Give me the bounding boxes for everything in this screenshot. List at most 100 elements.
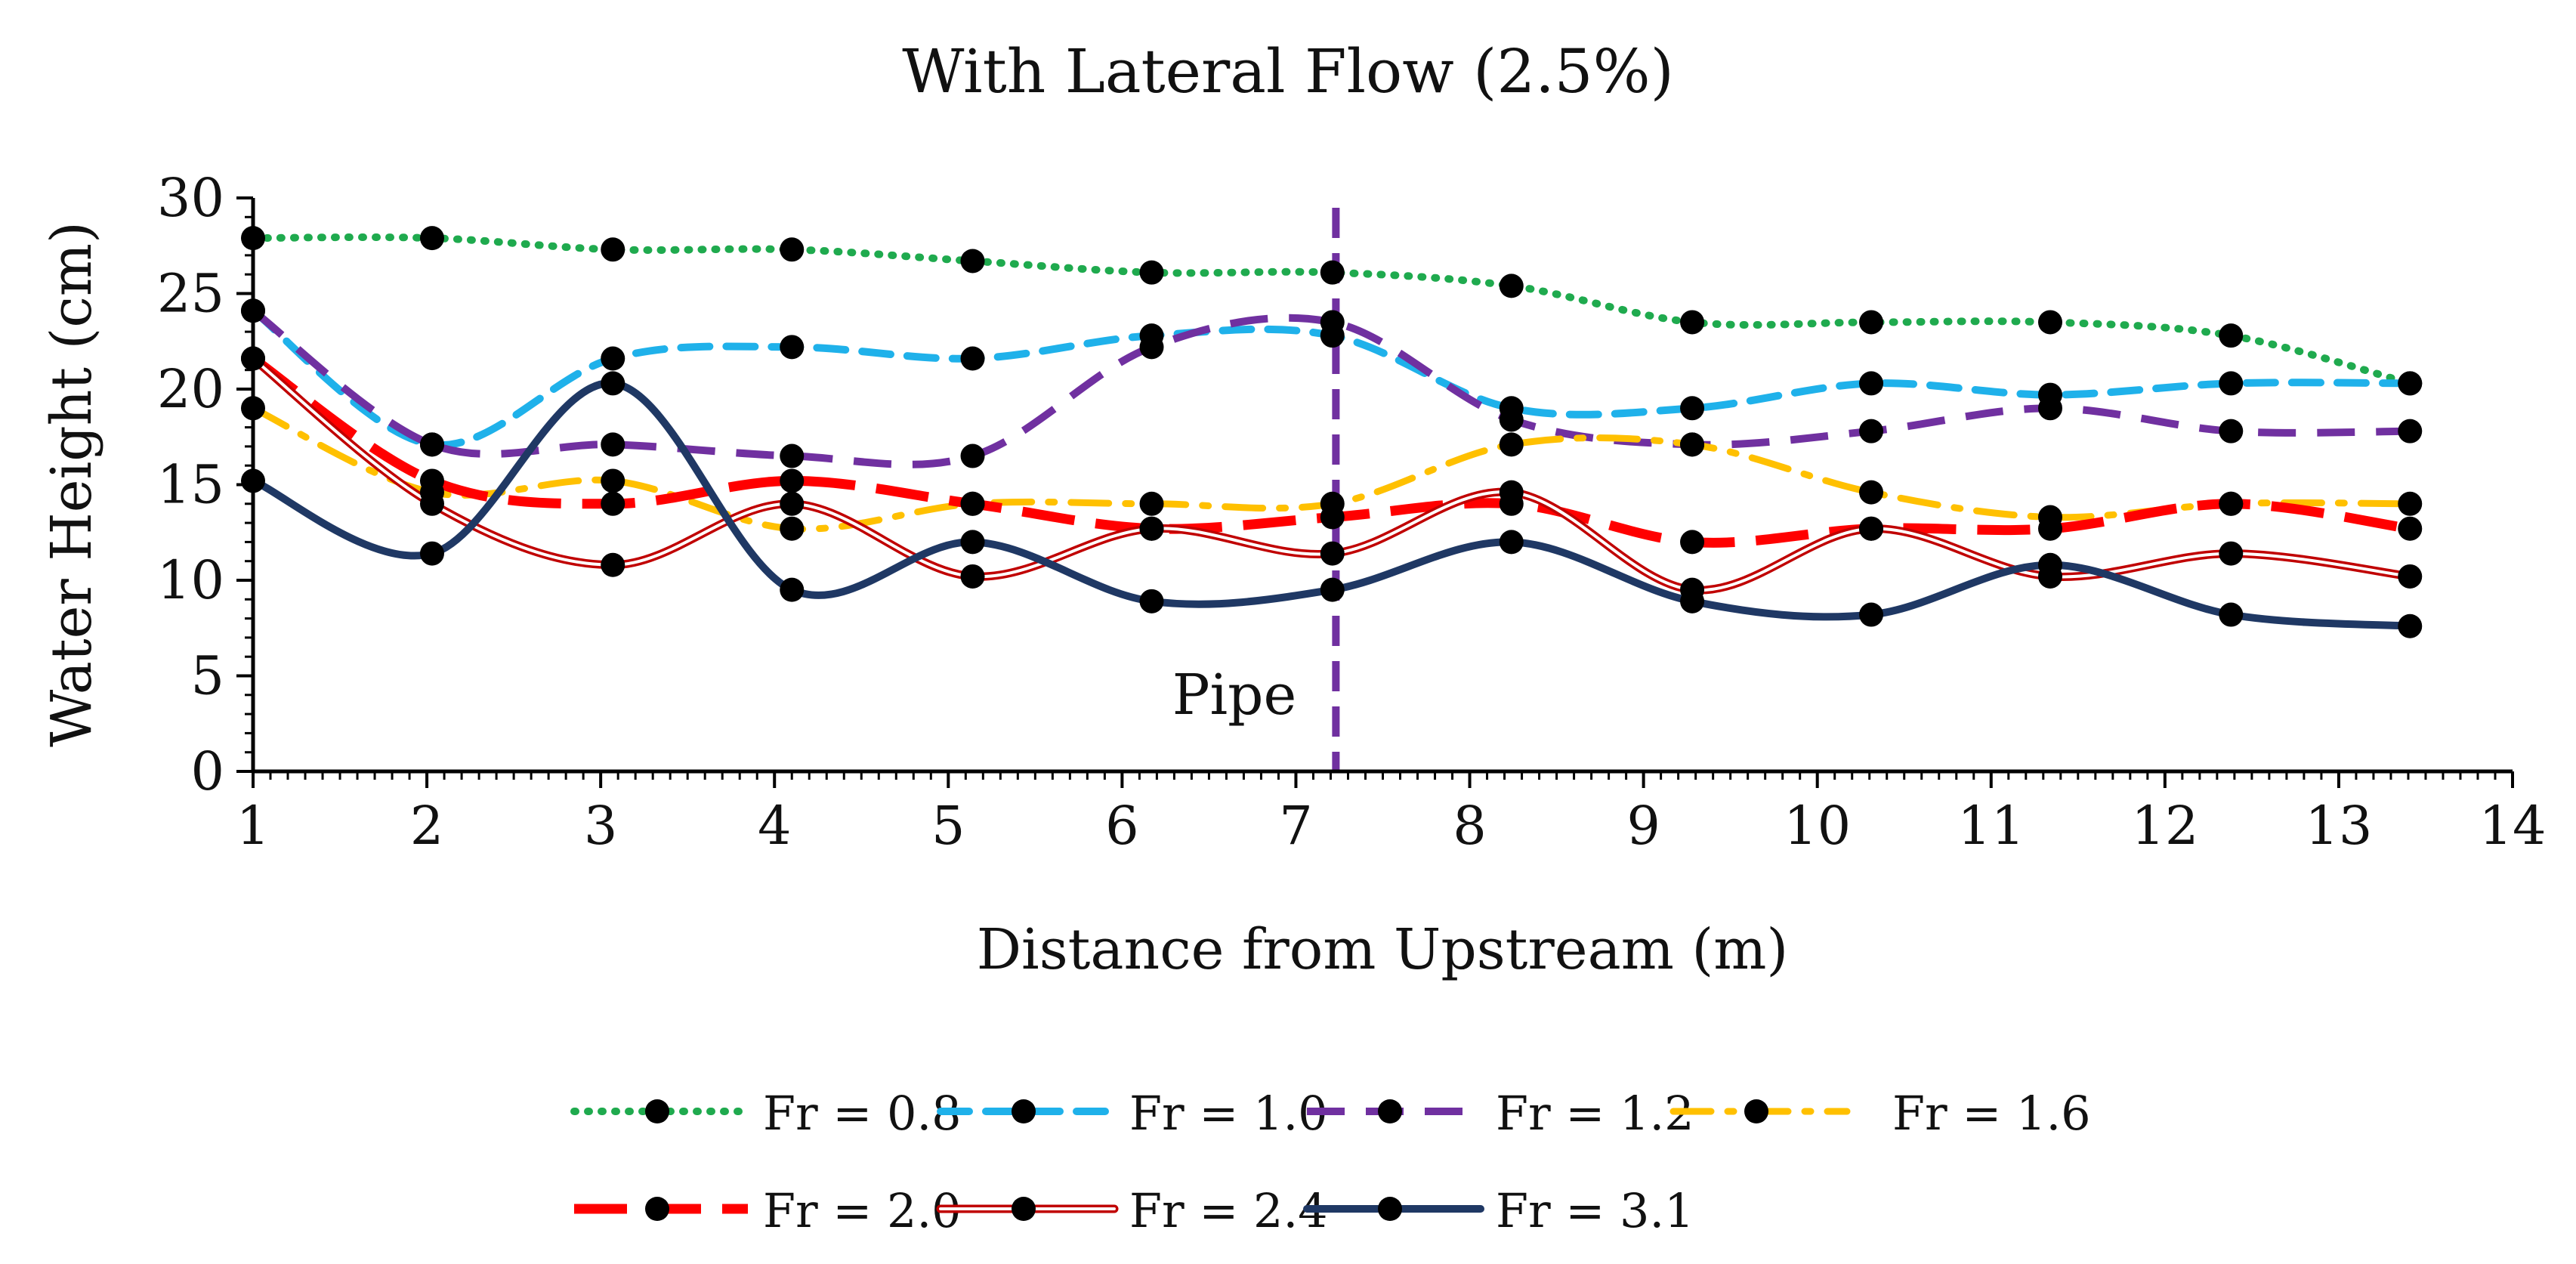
legend-label: Fr = 2.4 bbox=[1129, 1183, 1328, 1238]
data-point bbox=[1680, 396, 1705, 421]
data-point bbox=[1320, 541, 1345, 566]
legend-marker bbox=[1744, 1099, 1768, 1123]
x-tick-label: 6 bbox=[1105, 795, 1139, 857]
data-point bbox=[1859, 371, 1884, 396]
data-point bbox=[780, 468, 805, 493]
data-point bbox=[1680, 432, 1705, 457]
data-point bbox=[960, 491, 985, 516]
data-point bbox=[1320, 577, 1345, 602]
data-point bbox=[1320, 310, 1345, 335]
pipe-label: Pipe bbox=[1172, 663, 1297, 728]
data-point bbox=[601, 371, 625, 396]
x-tick-label: 4 bbox=[758, 795, 792, 857]
data-point bbox=[2037, 516, 2062, 541]
data-point bbox=[419, 226, 444, 251]
data-point bbox=[1499, 480, 1524, 505]
data-point bbox=[780, 335, 805, 360]
chart-title: With Lateral Flow (2.5%) bbox=[902, 36, 1674, 107]
x-tick-label: 9 bbox=[1626, 795, 1660, 857]
data-point bbox=[960, 249, 985, 274]
data-point bbox=[960, 443, 985, 468]
data-point bbox=[2398, 613, 2423, 638]
data-point bbox=[1499, 530, 1524, 555]
legend-label: Fr = 1.0 bbox=[1129, 1086, 1328, 1141]
data-point bbox=[2037, 396, 2062, 421]
x-tick-label: 12 bbox=[2131, 795, 2198, 857]
data-markers bbox=[241, 226, 2423, 638]
legend-label: Fr = 2.0 bbox=[763, 1183, 962, 1238]
legend-label: Fr = 0.8 bbox=[763, 1086, 962, 1141]
legend-label: Fr = 1.6 bbox=[1892, 1086, 2091, 1141]
data-point bbox=[1320, 260, 1345, 285]
data-point bbox=[601, 491, 625, 516]
x-tick-label: 3 bbox=[584, 795, 618, 857]
legend-marker bbox=[1012, 1099, 1036, 1123]
x-tick-label: 2 bbox=[410, 795, 444, 857]
data-point bbox=[2219, 602, 2244, 627]
plot-area bbox=[249, 208, 2414, 771]
x-tick-label: 7 bbox=[1279, 795, 1313, 857]
legend-marker bbox=[645, 1099, 669, 1123]
x-axis-label: Distance from Upstream (m) bbox=[977, 917, 1789, 982]
legend: Fr = 0.8 Fr = 1.0 Fr = 1.2 Fr = 1.6 Fr = 2.0… bbox=[570, 1086, 2091, 1238]
data-point bbox=[419, 541, 444, 566]
data-point bbox=[1139, 491, 1164, 516]
data-point bbox=[419, 491, 444, 516]
data-point bbox=[1859, 516, 1884, 541]
data-point bbox=[2037, 552, 2062, 577]
x-tick-label: 13 bbox=[2305, 795, 2372, 857]
data-point bbox=[1499, 274, 1524, 298]
data-point bbox=[1139, 335, 1164, 360]
y-tick-label: 0 bbox=[190, 740, 224, 802]
data-point bbox=[1680, 530, 1705, 555]
data-point bbox=[2219, 419, 2244, 443]
data-point bbox=[1139, 260, 1164, 285]
data-point bbox=[419, 432, 444, 457]
data-point bbox=[1680, 589, 1705, 613]
data-point bbox=[601, 432, 625, 457]
data-point bbox=[1859, 602, 1884, 627]
data-point bbox=[1320, 505, 1345, 530]
data-point bbox=[2037, 310, 2062, 335]
data-point bbox=[2219, 323, 2244, 348]
data-point bbox=[1859, 310, 1884, 335]
data-point bbox=[1499, 407, 1524, 432]
y-tick-label: 20 bbox=[157, 358, 224, 420]
data-point bbox=[960, 564, 985, 589]
x-tick-label: 11 bbox=[1957, 795, 2025, 857]
data-point bbox=[780, 491, 805, 516]
data-point bbox=[601, 237, 625, 262]
data-point bbox=[1139, 516, 1164, 541]
series-line-6 bbox=[249, 379, 2414, 630]
legend-marker bbox=[645, 1197, 669, 1221]
y-axis-label: Water Height (cm) bbox=[39, 221, 104, 747]
data-point bbox=[780, 577, 805, 602]
legend-label: Fr = 1.2 bbox=[1496, 1086, 1694, 1141]
y-tick-label: 15 bbox=[157, 454, 224, 516]
data-point bbox=[1859, 480, 1884, 505]
x-tick-label: 14 bbox=[2479, 795, 2546, 857]
data-point bbox=[601, 468, 625, 493]
data-point bbox=[780, 443, 805, 468]
legend-marker bbox=[1378, 1197, 1402, 1221]
x-tick-label: 10 bbox=[1784, 795, 1851, 857]
data-point bbox=[1859, 419, 1884, 443]
data-point bbox=[419, 468, 444, 493]
x-tick-label: 1 bbox=[236, 795, 270, 857]
y-tick-label: 25 bbox=[157, 263, 224, 325]
legend-label: Fr = 3.1 bbox=[1496, 1183, 1694, 1238]
data-point bbox=[2219, 371, 2244, 396]
legend-marker bbox=[1378, 1099, 1402, 1123]
data-point bbox=[2219, 491, 2244, 516]
data-point bbox=[960, 530, 985, 555]
data-point bbox=[780, 237, 805, 262]
data-point bbox=[960, 346, 985, 371]
data-point bbox=[2398, 491, 2423, 516]
data-point bbox=[1499, 432, 1524, 457]
data-point bbox=[2219, 541, 2244, 566]
data-point bbox=[601, 346, 625, 371]
y-tick-label: 30 bbox=[157, 167, 224, 229]
x-tick-label: 5 bbox=[931, 795, 965, 857]
